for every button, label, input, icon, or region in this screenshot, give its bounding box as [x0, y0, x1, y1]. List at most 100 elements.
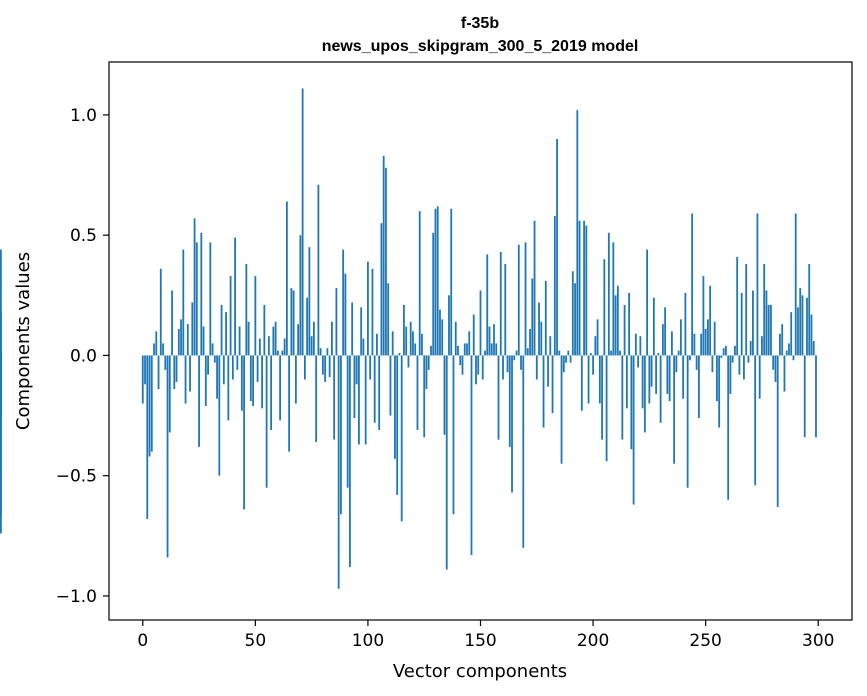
bar-78 [317, 184, 320, 356]
bar-76 [312, 321, 315, 356]
bar-225 [648, 355, 651, 404]
bar-128 [430, 345, 432, 356]
x-axis-ticks: 0 50 100 150 200 250 300 [137, 620, 834, 651]
bar-260 [727, 355, 730, 500]
bar-101 [369, 355, 372, 380]
bar-133 [441, 319, 444, 356]
bar-11 [166, 355, 169, 558]
bar-55 [265, 355, 268, 488]
bar-202 [596, 319, 599, 356]
bar-74 [308, 247, 311, 356]
bars-group [0, 88, 817, 589]
y-tick-label: 0.0 [70, 346, 97, 366]
bar-107 [382, 155, 385, 356]
bar-32 [213, 355, 216, 363]
bar-39 [229, 276, 232, 356]
bar-156 [493, 324, 495, 356]
bar-42 [236, 355, 239, 370]
bar-153 [486, 254, 489, 356]
bar-213 [621, 355, 624, 440]
bar-72 [303, 355, 306, 380]
bar-211 [616, 285, 619, 356]
bar-193 [576, 110, 579, 356]
bar-297 [810, 314, 813, 356]
bar-141 [459, 355, 462, 366]
bar-35 [220, 304, 223, 356]
bar-79 [319, 348, 322, 356]
bar-278 [767, 304, 770, 356]
bar-231 [661, 324, 664, 356]
bar-62 [281, 350, 284, 356]
bar-26 [200, 232, 203, 356]
bar-14 [173, 355, 176, 390]
bar-159 [499, 252, 502, 356]
bar-132 [439, 309, 441, 356]
bar-183 [553, 215, 556, 356]
bar-142 [461, 355, 464, 375]
bar-290 [794, 213, 797, 356]
bar-175 [535, 355, 538, 380]
bar-192 [574, 283, 576, 356]
bar-89 [342, 249, 345, 356]
bar-68 [294, 355, 297, 404]
bar-241 [684, 292, 687, 356]
bar-168 [520, 355, 522, 370]
bar-113 [396, 355, 399, 495]
bar-209 [612, 242, 615, 356]
bar-283 [779, 333, 781, 356]
bar-237 [675, 355, 678, 373]
x-tick-label: 250 [689, 631, 721, 651]
bar-37 [225, 312, 227, 356]
bar-120 [412, 331, 414, 356]
bar-134 [443, 355, 446, 435]
bar-238 [677, 350, 680, 356]
bar-157 [495, 343, 498, 356]
bar-236 [673, 355, 676, 464]
bar-197 [585, 225, 588, 356]
bar-281 [774, 355, 777, 382]
x-tick-label: 50 [245, 631, 267, 651]
bar-298 [812, 341, 815, 356]
bar-86 [335, 288, 338, 356]
bar-227 [652, 297, 655, 356]
bar-140 [457, 345, 459, 356]
bar-36 [222, 355, 225, 385]
bar-96 [358, 355, 360, 445]
bar-80 [321, 355, 324, 375]
bar-49 [252, 355, 254, 406]
bar-43 [238, 326, 241, 356]
bar-99 [364, 355, 367, 445]
bar-253 [711, 355, 714, 373]
bar-154 [488, 326, 491, 356]
bar-77 [315, 355, 318, 443]
bar-215 [625, 355, 628, 409]
bar-64 [285, 201, 288, 356]
bar-284 [781, 324, 784, 356]
bar-92 [349, 355, 351, 568]
bar-83 [328, 355, 331, 378]
bar-139 [454, 321, 457, 356]
bar-203 [598, 355, 601, 404]
bar-170 [524, 242, 527, 356]
bar-248 [700, 333, 703, 356]
bar-289 [792, 355, 795, 361]
bar-112 [394, 355, 396, 459]
y-tick-label: 1.0 [70, 106, 97, 126]
bar-61 [279, 355, 282, 421]
bar-2 [146, 355, 149, 519]
bar-294 [803, 355, 806, 438]
bar-292 [799, 288, 802, 356]
bar-207 [607, 232, 610, 356]
bar-216 [628, 292, 630, 356]
bar-75 [310, 336, 313, 356]
bar-259 [725, 345, 727, 356]
bar-235 [670, 331, 673, 356]
bar-127 [427, 355, 430, 370]
bar-51 [256, 355, 259, 382]
bar-87 [337, 355, 340, 589]
bar-271 [752, 290, 754, 356]
bar-198 [587, 355, 590, 404]
bar-3 [148, 355, 151, 457]
bar-277 [765, 290, 768, 356]
bar-52 [258, 338, 261, 356]
